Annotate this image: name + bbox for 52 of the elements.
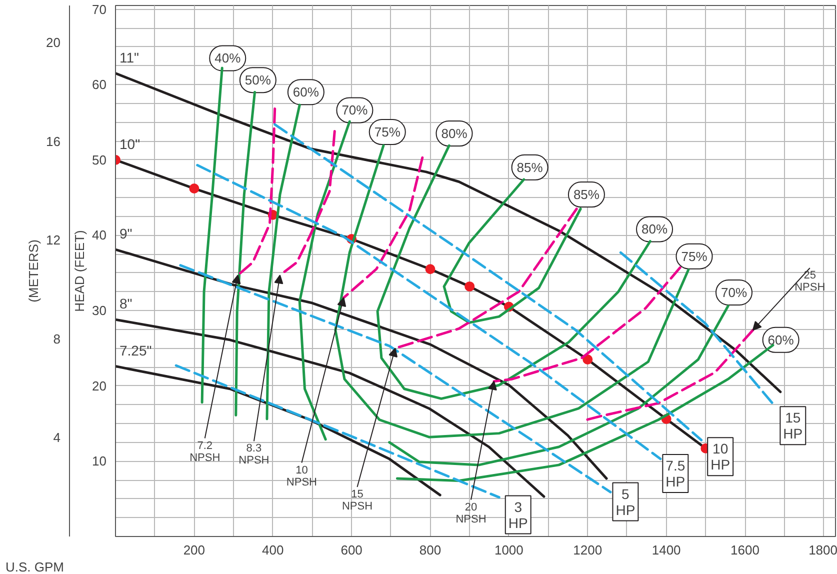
annotation: 20 NPSH [456,501,486,526]
y-tick-label: 70 [92,2,107,17]
annotation: 85% [516,160,544,175]
annotation: 70% [720,284,748,300]
annotation: 7.2 NPSH [190,440,220,464]
annotation: 80% [642,222,668,237]
annotation: 60% [292,84,320,100]
x-tick-label: 1400 [652,542,681,558]
x-axis-title: U.S. GPM [6,560,64,574]
x-tick-label: 400 [262,542,284,558]
y-tick-label: 50 [92,152,107,168]
annotation: 75% [681,248,708,264]
series-label: 8" [120,296,132,312]
series-label: 7.25" [120,342,152,358]
y-tick-label: 10 [92,454,107,469]
annotation: 10 NPSH [286,464,318,488]
x-tick-label: 1000 [494,542,524,558]
series-label: 3 HP [508,498,528,531]
series-label: 7.5 HP [666,457,686,490]
annotation: 80% [441,126,468,142]
annotation: 15 NPSH [342,488,373,513]
annotation: 70% [342,102,368,118]
y2-axis-title: (METERS) [26,240,42,302]
annotation: 85% [573,187,600,202]
y-tick-label: 60 [92,77,107,92]
annotation: 8.3 NPSH [238,442,270,467]
y-tick-label: 20 [92,378,107,394]
y2-tick-label: 8 [53,331,61,346]
y-tick-label: 30 [92,303,107,318]
annotation: 40% [214,50,242,66]
x-tick-label: 1800 [808,542,837,558]
x-tick-label: 1200 [573,542,602,558]
series-label: 10" [120,136,140,152]
annotation: 25 NPSH [794,270,826,294]
y2-tick-label: 12 [46,232,61,248]
x-tick-label: 600 [340,542,362,558]
series-label: 11" [120,49,140,66]
y2-tick-label: 16 [46,134,61,149]
y2-tick-label: 20 [46,35,61,50]
x-tick-label: 800 [419,542,442,558]
series-label: 15 HP [783,410,803,442]
annotation: 50% [244,72,272,88]
x-tick-label: 200 [183,542,206,558]
annotation: 75% [374,124,401,140]
y-tick-label: 40 [92,228,107,243]
y2-tick-label: 4 [53,430,61,446]
y-axis-title: HEAD (FEET) [72,230,88,312]
x-tick-label: 1600 [730,542,760,558]
annotation: 60% [768,332,794,348]
series-label: 9" [120,226,132,242]
series-label: 5 HP [616,486,636,518]
series-label: 10 HP [710,440,730,473]
